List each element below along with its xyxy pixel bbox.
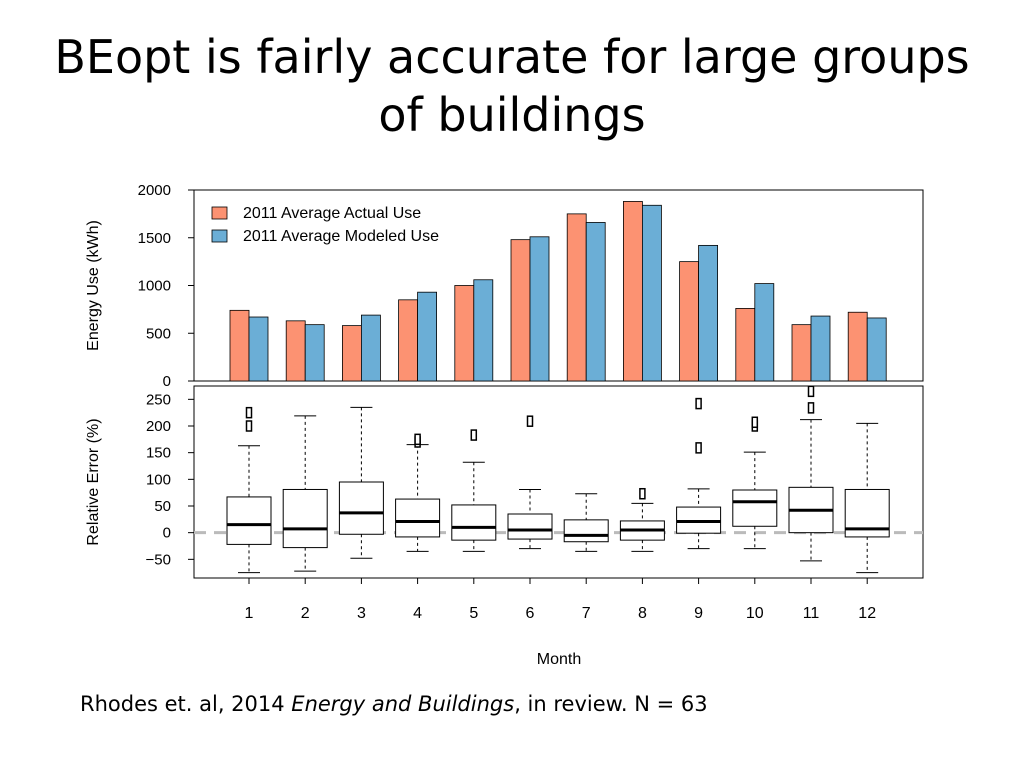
bar-y-tick-label: 500 [146, 325, 171, 342]
bar-y-tick-label: 1000 [138, 278, 171, 295]
x-tick-label: 5 [469, 605, 478, 622]
bar-modeled-3 [360, 314, 381, 382]
bar-modeled-5 [473, 279, 494, 382]
bar-actual-7 [566, 213, 587, 382]
box-y-tick-label: 150 [146, 445, 171, 462]
outlier-8 [639, 487, 646, 500]
outlier-1 [245, 406, 253, 419]
bar-modeled-2 [304, 324, 325, 382]
bar-modeled-4 [417, 291, 438, 382]
x-axis-label: Month [537, 651, 581, 668]
bar-y-tick-label: 2000 [138, 182, 171, 199]
bar-actual-6 [510, 239, 531, 382]
bar-actual-1 [229, 309, 250, 382]
outlier-10 [751, 416, 759, 429]
box-y-tick-label: 100 [146, 471, 171, 488]
x-tick-label: 2 [301, 605, 310, 622]
bar-y-tick-label: 1500 [138, 230, 171, 247]
box-y-tick-label: −50 [146, 551, 171, 568]
x-tick-label: 11 [803, 605, 820, 622]
outlier-6 [526, 415, 534, 427]
box-iqr-7 [563, 519, 609, 543]
box-y-tick-label: 200 [146, 418, 171, 435]
outlier-1 [245, 420, 253, 432]
x-tick-label: 3 [357, 605, 366, 622]
outlier-9 [695, 442, 702, 454]
bar-y-axis-label: Energy Use (kWh) [85, 220, 102, 351]
bar-modeled-8 [642, 204, 662, 382]
outlier-11 [807, 385, 815, 398]
box-y-axis-label: Relative Error (%) [85, 418, 102, 545]
slide-title-line-1: BEopt is fairly accurate for large group… [54, 30, 970, 84]
legend-swatch-actual [211, 206, 228, 220]
x-tick-label: 7 [582, 605, 591, 622]
box-iqr-1 [226, 496, 272, 545]
bar-y-tick-label: 0 [163, 373, 171, 390]
bar-actual-5 [454, 285, 475, 382]
x-tick-label: 12 [858, 605, 876, 622]
x-tick-label: 6 [526, 605, 535, 622]
outlier-11 [807, 402, 815, 414]
outlier-5 [470, 429, 478, 441]
bar-modeled-10 [754, 283, 775, 382]
box-iqr-4 [395, 498, 441, 538]
x-tick-label: 8 [638, 605, 647, 622]
slide-title-line-2: of buildings [378, 88, 646, 142]
outlier-4 [414, 433, 421, 446]
x-tick-label: 4 [413, 605, 422, 622]
bar-modeled-9 [698, 244, 718, 382]
slide-title: BEopt is fairly accurate for large group… [0, 28, 1024, 144]
x-tick-label: 10 [746, 605, 764, 622]
box-y-tick-label: 250 [146, 391, 171, 408]
bar-actual-12 [847, 311, 868, 382]
citation: Rhodes et. al, 2014 Energy and Buildings… [80, 692, 708, 716]
bar-modeled-6 [529, 236, 550, 382]
box-iqr-2 [282, 488, 328, 549]
legend-label-modeled: 2011 Average Modeled Use [243, 228, 439, 245]
x-tick-label: 9 [694, 605, 703, 622]
bar-actual-4 [398, 299, 419, 382]
bar-modeled-12 [866, 317, 887, 382]
legend-label-actual: 2011 Average Actual Use [243, 205, 421, 222]
box-y-tick-label: 50 [154, 498, 171, 515]
citation-journal: Energy and Buildings [291, 692, 515, 716]
citation-authors: Rhodes et. al, 2014 [80, 692, 292, 716]
bar-actual-8 [623, 201, 643, 382]
box-iqr-3 [338, 481, 384, 535]
bar-actual-11 [791, 324, 812, 382]
bar-actual-3 [341, 325, 362, 382]
bar-modeled-7 [585, 222, 606, 382]
outlier-9 [695, 397, 702, 410]
bar-actual-10 [735, 308, 756, 382]
box-iqr-6 [507, 513, 553, 540]
citation-note: , in review. N = 63 [514, 692, 708, 716]
bar-actual-2 [285, 320, 306, 382]
bar-actual-9 [679, 261, 699, 382]
box-iqr-5 [451, 504, 497, 541]
bar-modeled-1 [248, 316, 269, 382]
legend-swatch-modeled [211, 229, 228, 243]
box-y-tick-label: 0 [163, 525, 171, 542]
x-tick-label: 1 [245, 605, 254, 622]
box-plot-frame [193, 385, 924, 579]
box-iqr-10 [732, 489, 778, 527]
bar-modeled-11 [810, 315, 831, 382]
